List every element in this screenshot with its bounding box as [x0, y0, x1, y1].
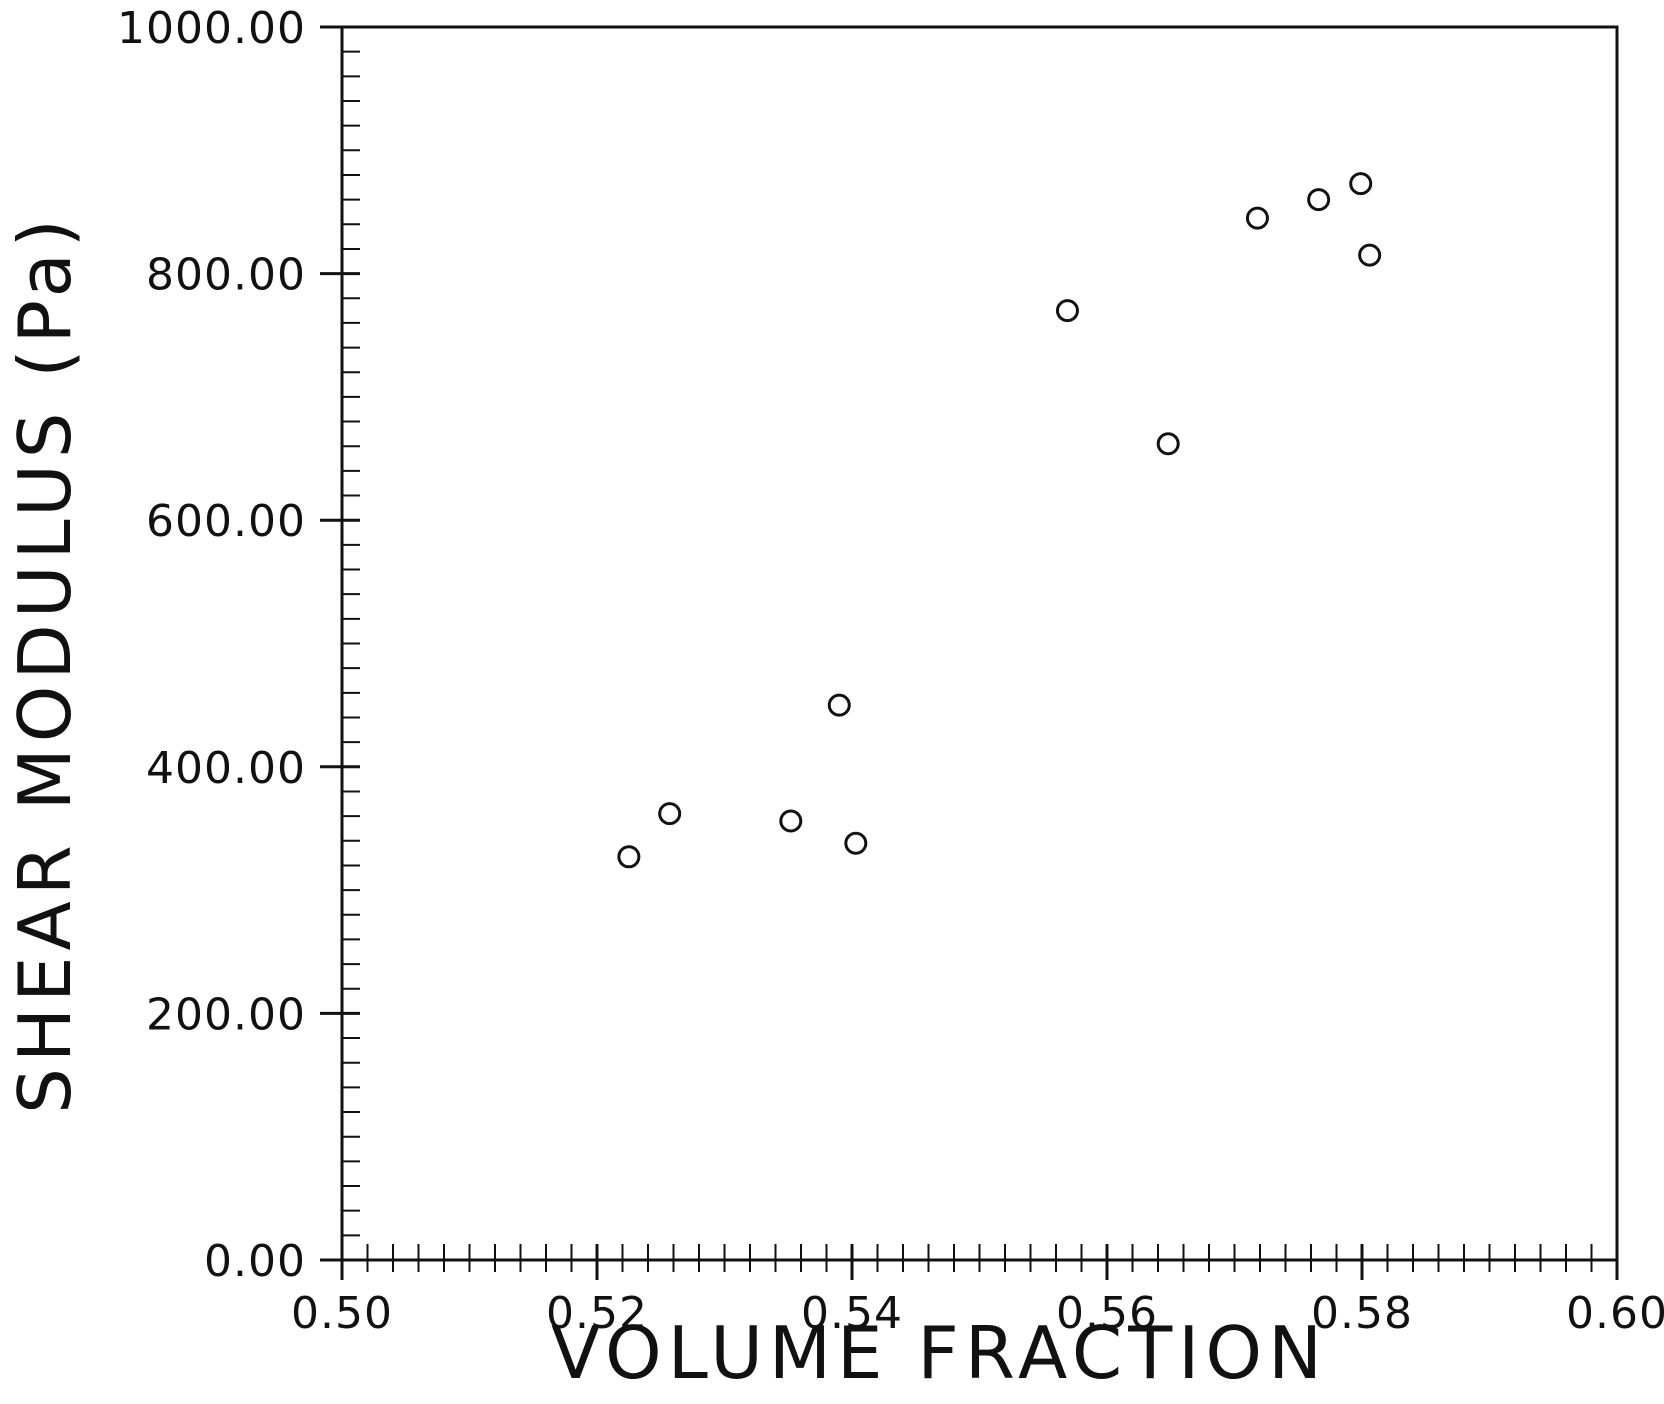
data-point [658, 802, 682, 826]
x-tick-label: 0.50 [291, 1288, 393, 1339]
data-point [1307, 188, 1331, 212]
data-point [617, 845, 641, 869]
data-point [1156, 432, 1180, 456]
y-tick-labels: 0.00 200.00 400.00 600.00 800.00 1000.00 [117, 3, 306, 1287]
x-axis-title: VOLUME FRACTION [551, 1311, 1328, 1395]
data-point [1349, 172, 1373, 196]
data-point [827, 693, 851, 717]
y-tick-label: 600.00 [146, 496, 306, 547]
x-tick-label: 0.60 [1566, 1288, 1664, 1339]
x-tick-label: 0.58 [1311, 1288, 1413, 1339]
data-points [617, 172, 1382, 869]
data-point [844, 831, 868, 855]
y-axis-title: SHEAR MODULUS (Pa) [3, 213, 87, 1114]
y-tick-label: 1000.00 [117, 3, 306, 54]
y-tick-label: 400.00 [146, 743, 306, 794]
x-tick-labels: 0.50 0.52 0.54 0.56 0.58 0.60 [291, 1288, 1664, 1339]
x-tick-label: 0.54 [801, 1288, 903, 1339]
y-tick-label: 0.00 [204, 1236, 306, 1287]
axis-ticks [320, 25, 1619, 1280]
data-point [1245, 206, 1269, 230]
data-point [1358, 243, 1382, 267]
plot-frame [340, 25, 1619, 1262]
x-tick-label: 0.56 [1056, 1288, 1158, 1339]
data-point [779, 809, 803, 833]
y-tick-label: 800.00 [146, 250, 306, 301]
y-tick-label: 200.00 [146, 989, 306, 1040]
x-tick-label: 0.52 [546, 1288, 648, 1339]
data-point [1055, 299, 1079, 323]
